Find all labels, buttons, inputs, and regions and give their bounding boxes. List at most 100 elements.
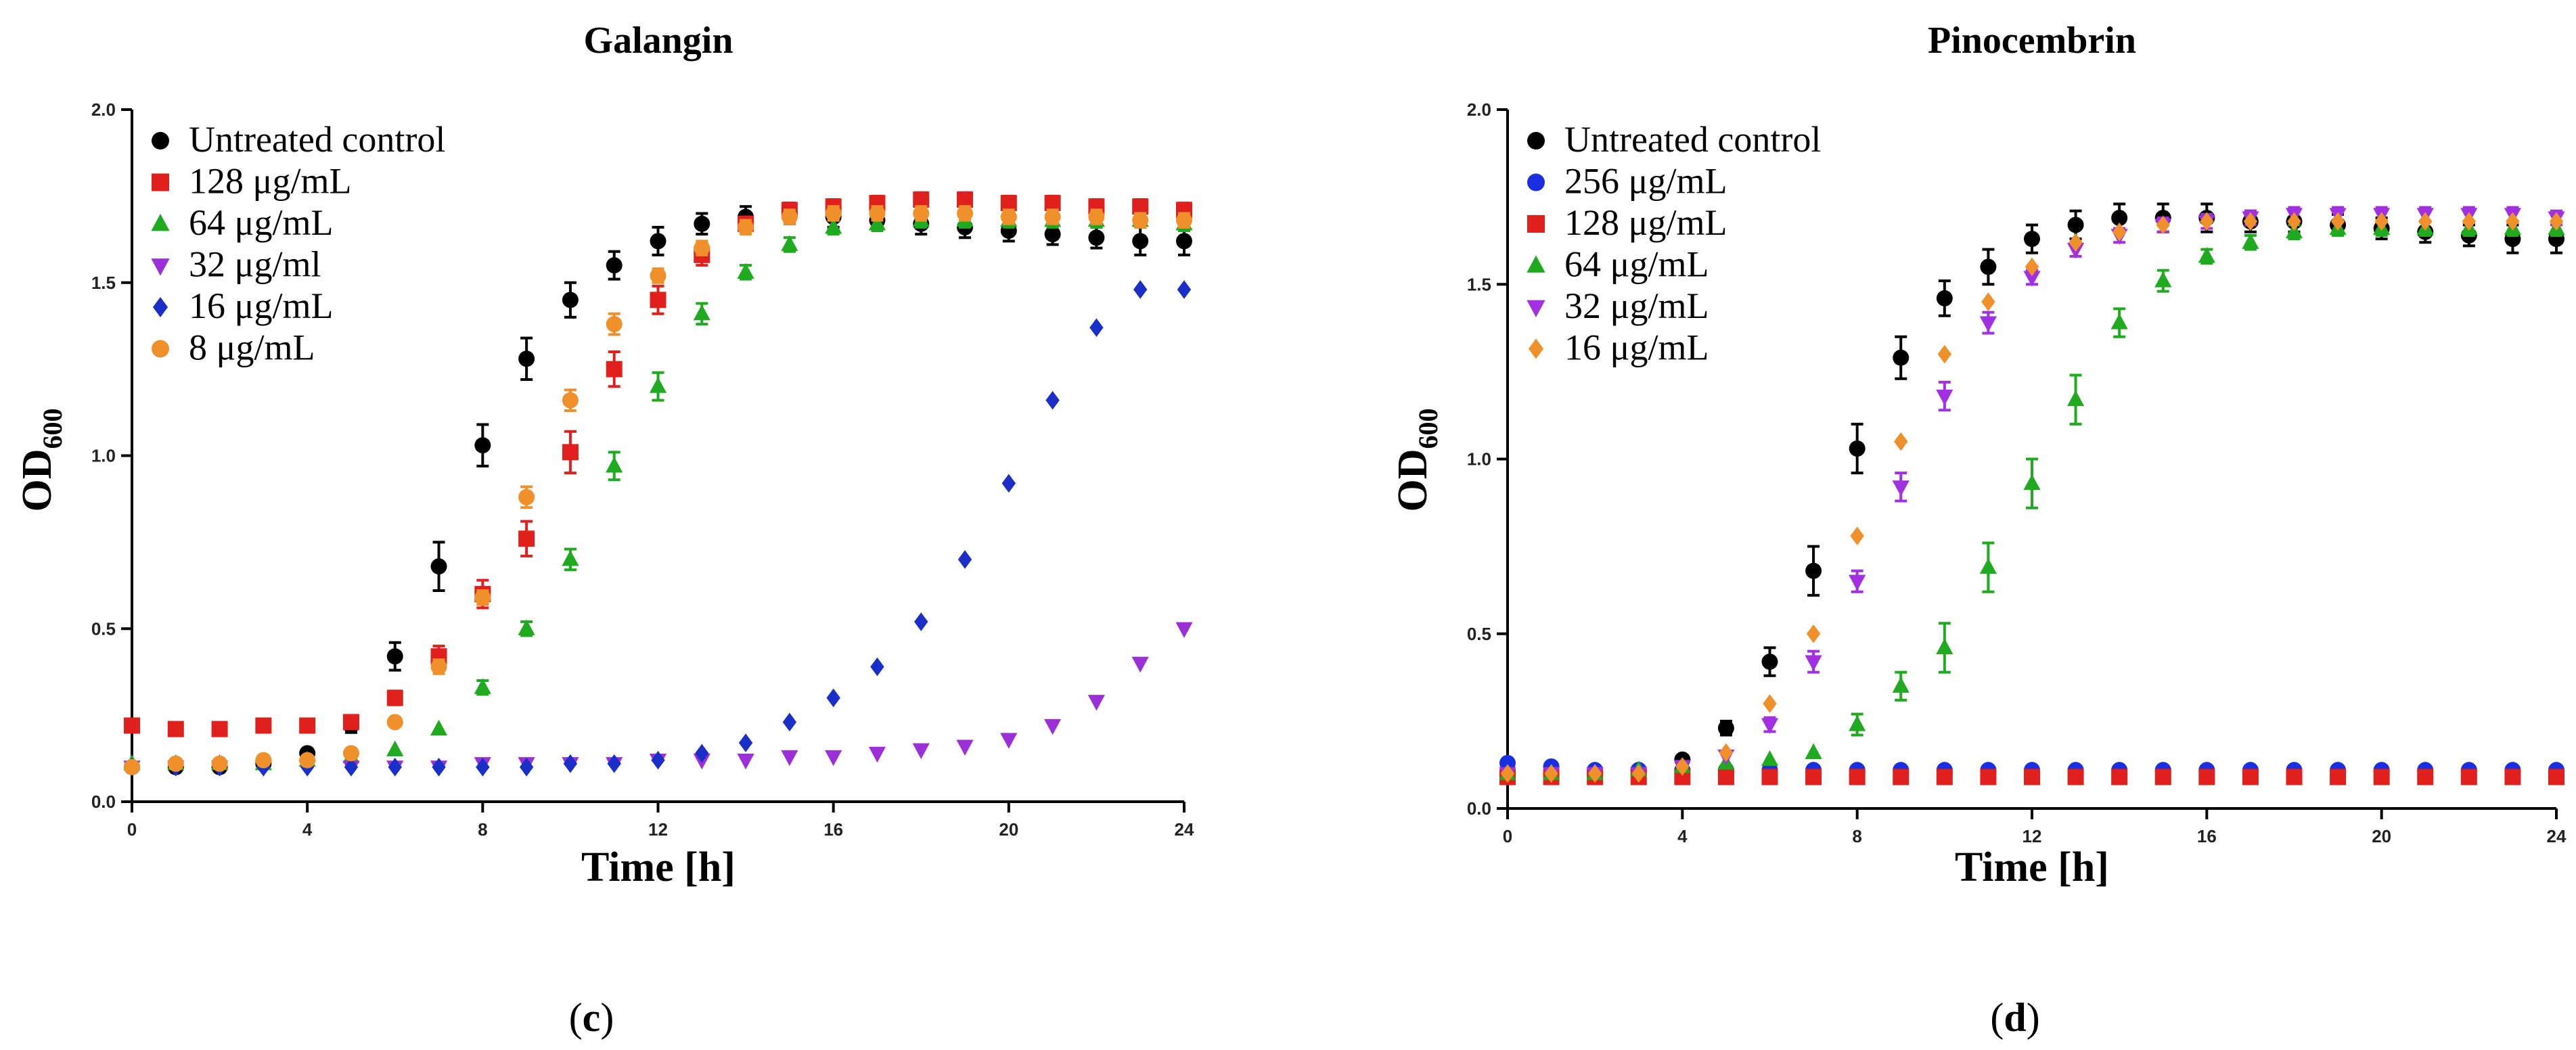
legend-item: 16 μg/mL [1528, 327, 1709, 368]
data-point [2198, 769, 2215, 785]
plot-area: 0 4 8 12 16 20 24 0.0 0.5 1.0 1.5 2.0 Untreated cont… [1467, 99, 2567, 846]
data-point [737, 754, 754, 770]
data-point [606, 316, 623, 333]
legend-item: 8 μg/mL [152, 327, 315, 368]
legend-label: Untreated control [1564, 119, 1821, 160]
data-point [1719, 743, 1734, 762]
data-point [1000, 733, 1018, 749]
data-point [519, 758, 534, 777]
data-point [781, 208, 798, 225]
data-point [2024, 231, 2040, 248]
plot-area: 0 4 8 12 16 20 24 0.0 0.5 1.0 1.5 2.0 Untreated cont… [91, 99, 1194, 840]
data-point [825, 750, 842, 767]
data-point [1761, 769, 1778, 785]
data-point [1893, 769, 1910, 785]
y-tick-label: 0.0 [1467, 798, 1491, 819]
legend-item: 256 μg/mL [1527, 161, 1727, 202]
data-point [255, 752, 272, 769]
data-point [782, 712, 797, 732]
chart-title: Galangin [584, 20, 733, 62]
data-point [956, 739, 974, 756]
legend-marker [1528, 338, 1544, 359]
data-point [870, 657, 884, 677]
data-point [913, 205, 930, 222]
data-point [2242, 769, 2259, 785]
x-tick-label: 20 [2372, 826, 2391, 846]
data-point [1981, 292, 1995, 311]
legend-marker [1527, 132, 1545, 150]
data-point [299, 717, 316, 734]
x-tick-label: 16 [823, 819, 843, 840]
data-point [2506, 212, 2520, 231]
data-point [649, 377, 667, 393]
data-point [2023, 474, 2041, 490]
x-tick-label: 24 [1175, 819, 1194, 840]
data-point [1089, 318, 1104, 338]
data-point [1087, 695, 1106, 711]
data-point [694, 215, 710, 232]
data-point [1132, 212, 1149, 229]
legend-item: 16 μg/mL [152, 286, 333, 326]
data-point [1044, 226, 1061, 243]
data-point [1936, 389, 1953, 406]
data-point [694, 239, 710, 256]
data-point [1894, 432, 1908, 451]
data-point [1675, 757, 1690, 776]
data-point [1176, 233, 1192, 250]
data-point [2286, 769, 2303, 785]
x-tick-label: 4 [302, 819, 313, 840]
chart-title: Pinocembrin [1928, 20, 2136, 62]
data-point [2287, 212, 2301, 231]
data-point [1937, 344, 1952, 364]
data-point [1936, 769, 1953, 785]
data-point [2462, 212, 2477, 231]
data-point [562, 292, 579, 309]
data-point [1044, 208, 1061, 225]
y-axis-label: OD600 [1390, 409, 1443, 512]
data-point [825, 218, 842, 234]
legend-label: 32 μg/mL [1564, 286, 1709, 326]
data-point [1631, 764, 1646, 783]
data-point [1044, 195, 1061, 212]
y-axis-label-main: OD [14, 449, 60, 512]
legend-label: 16 μg/mL [189, 286, 333, 326]
data-point [957, 550, 972, 569]
data-point [650, 292, 666, 309]
data-point [1175, 622, 1193, 639]
series-128-g-ml [1499, 769, 2564, 785]
data-point [826, 688, 840, 708]
legend-label: 8 μg/mL [189, 327, 315, 368]
data-point [1980, 258, 1997, 275]
legend-item: 64 μg/mL [1527, 244, 1709, 285]
chart-c: Galangin 0 4 8 12 16 20 24 0.0 0.5 1.0 1.5 2.0 Untre… [14, 20, 1194, 1040]
data-point [476, 758, 490, 777]
data-point [1088, 208, 1105, 225]
data-point [299, 752, 316, 769]
series-16-g-ml [1500, 212, 2564, 783]
data-point [563, 754, 578, 773]
data-point [430, 658, 447, 675]
data-point [430, 558, 447, 575]
data-point [255, 717, 272, 734]
data-point [912, 743, 930, 760]
data-point [2460, 769, 2477, 785]
data-point [342, 745, 359, 762]
data-point [1001, 474, 1016, 493]
data-point [211, 755, 228, 772]
data-point [650, 233, 666, 250]
legend-marker [152, 173, 169, 191]
data-point [562, 392, 579, 409]
data-point [1849, 715, 1866, 731]
panel-label: (d) [1990, 995, 2039, 1040]
data-point [2154, 769, 2171, 785]
legend-marker [1527, 173, 1545, 191]
data-point [1892, 480, 1910, 497]
data-point [1131, 656, 1149, 673]
data-point [2067, 216, 2084, 233]
data-point [781, 235, 798, 252]
data-point [1892, 677, 1910, 693]
legend-label: Untreated control [189, 119, 445, 160]
data-point [1979, 557, 1997, 574]
data-point [1176, 212, 1192, 229]
